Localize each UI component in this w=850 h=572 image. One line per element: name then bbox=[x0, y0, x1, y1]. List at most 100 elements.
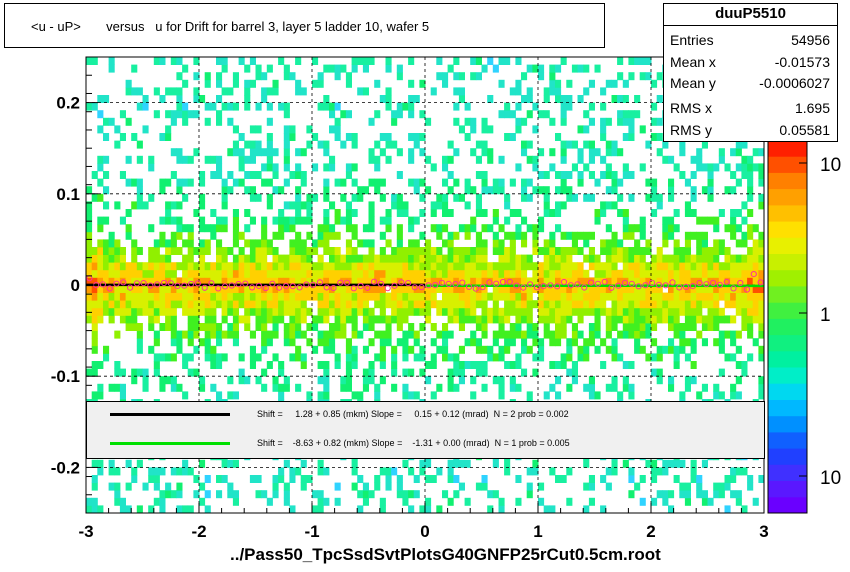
heatmap-cell bbox=[91, 482, 98, 491]
heatmap-cell bbox=[374, 383, 381, 392]
heatmap-cell bbox=[583, 269, 590, 278]
heatmap-cell bbox=[176, 148, 183, 157]
heatmap-cell bbox=[272, 482, 279, 491]
heatmap-cell bbox=[442, 224, 449, 233]
heatmap-cell bbox=[165, 490, 172, 499]
heatmap-cell bbox=[628, 110, 635, 119]
heatmap-cell bbox=[86, 285, 93, 293]
heatmap-cell bbox=[730, 254, 737, 263]
heatmap-cell bbox=[645, 193, 652, 202]
heatmap-cell bbox=[170, 300, 177, 309]
heatmap-cell bbox=[312, 345, 319, 354]
heatmap-cell bbox=[255, 148, 262, 157]
heatmap-cell bbox=[730, 231, 737, 240]
heatmap-cell bbox=[498, 383, 505, 392]
heatmap-cell bbox=[538, 292, 545, 301]
heatmap-cell bbox=[662, 262, 669, 271]
heatmap-cell bbox=[588, 323, 595, 331]
heatmap-cell bbox=[357, 254, 364, 263]
heatmap-cell bbox=[470, 292, 477, 301]
heatmap-cell bbox=[351, 262, 358, 271]
heatmap-cell bbox=[142, 300, 149, 309]
heatmap-cell bbox=[193, 285, 200, 293]
heatmap-cell bbox=[408, 505, 415, 514]
heatmap-cell bbox=[696, 482, 703, 491]
heatmap-cell bbox=[668, 345, 675, 354]
heatmap-cell bbox=[442, 79, 449, 88]
heatmap-cell bbox=[306, 269, 313, 278]
heatmap-cell bbox=[278, 383, 285, 392]
heatmap-cell bbox=[622, 269, 629, 278]
heatmap-cell bbox=[165, 315, 172, 324]
heatmap-cell bbox=[747, 277, 754, 286]
heatmap-cell bbox=[741, 368, 748, 377]
heatmap-cell bbox=[684, 262, 691, 271]
heatmap-cell bbox=[504, 102, 511, 111]
heatmap-cell bbox=[91, 300, 98, 309]
heatmap-cell bbox=[345, 254, 352, 263]
heatmap-cell bbox=[300, 292, 307, 301]
heatmap-cell bbox=[571, 292, 578, 301]
heatmap-cell bbox=[153, 247, 160, 255]
heatmap-cell bbox=[662, 254, 669, 263]
heatmap-cell bbox=[521, 254, 528, 263]
heatmap-cell bbox=[413, 95, 420, 103]
heatmap-cell bbox=[142, 102, 149, 111]
heatmap-cell bbox=[283, 102, 290, 111]
heatmap-cell bbox=[351, 323, 358, 331]
heatmap-cell bbox=[295, 345, 302, 354]
heatmap-cell bbox=[216, 57, 223, 65]
heatmap-cell bbox=[555, 330, 562, 339]
heatmap-cell bbox=[447, 262, 454, 271]
heatmap-cell bbox=[312, 163, 319, 172]
heatmap-cell bbox=[509, 330, 516, 339]
heatmap-cell bbox=[453, 72, 460, 81]
heatmap-cell bbox=[136, 459, 143, 468]
heatmap-cell bbox=[210, 345, 217, 354]
heatmap-cell bbox=[261, 178, 268, 187]
heatmap-cell bbox=[718, 391, 725, 400]
profile-marker bbox=[588, 279, 595, 286]
colorbar-swatch bbox=[768, 188, 807, 206]
heatmap-cell bbox=[747, 285, 754, 293]
heatmap-cell bbox=[509, 247, 516, 255]
heatmap-cell bbox=[216, 285, 223, 293]
heatmap-cell bbox=[170, 467, 177, 476]
heatmap-cell bbox=[340, 285, 347, 293]
heatmap-cell bbox=[413, 300, 420, 309]
heatmap-cell bbox=[193, 209, 200, 217]
heatmap-cell bbox=[577, 285, 584, 293]
heatmap-cell bbox=[696, 148, 703, 157]
heatmap-cell bbox=[261, 95, 268, 103]
heatmap-cell bbox=[255, 300, 262, 309]
heatmap-cell bbox=[289, 315, 296, 324]
heatmap-cell bbox=[628, 262, 635, 271]
heatmap-cell bbox=[515, 269, 522, 278]
heatmap-cell bbox=[475, 277, 482, 286]
heatmap-cell bbox=[724, 277, 731, 286]
heatmap-cell bbox=[419, 110, 426, 119]
heatmap-cell bbox=[148, 467, 155, 476]
heatmap-cell bbox=[357, 300, 364, 309]
heatmap-cell bbox=[289, 505, 296, 514]
heatmap-cell bbox=[487, 262, 494, 271]
heatmap-cell bbox=[221, 315, 228, 324]
heatmap-cell bbox=[396, 262, 403, 271]
heatmap-cell bbox=[588, 262, 595, 271]
heatmap-cell bbox=[549, 231, 556, 240]
heatmap-cell bbox=[216, 490, 223, 499]
heatmap-cell bbox=[526, 193, 533, 202]
heatmap-cell bbox=[295, 277, 302, 286]
profile-marker bbox=[452, 281, 459, 288]
heatmap-cell bbox=[668, 193, 675, 202]
heatmap-cell bbox=[385, 330, 392, 339]
heatmap-cell bbox=[668, 376, 675, 385]
heatmap-cell bbox=[645, 459, 652, 468]
heatmap-cell bbox=[594, 262, 601, 271]
heatmap-cell bbox=[199, 459, 206, 468]
heatmap-cell bbox=[724, 163, 731, 172]
heatmap-cell bbox=[249, 361, 256, 369]
heatmap-cell bbox=[244, 155, 251, 164]
heatmap-cell bbox=[295, 330, 302, 339]
heatmap-cell bbox=[532, 186, 539, 195]
